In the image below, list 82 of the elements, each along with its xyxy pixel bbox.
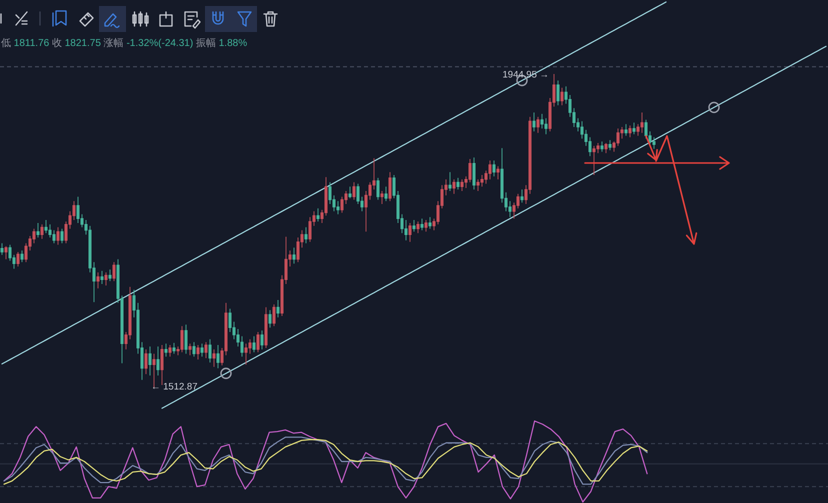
candlestick [628,125,632,138]
candlestick [412,220,416,232]
candlestick [256,332,260,353]
candlestick [252,336,256,353]
candlestick [536,116,540,134]
candlestick [640,112,644,134]
candlestick [276,300,280,318]
candlestick [544,118,548,135]
candlestick [108,269,112,282]
candlestick [472,157,476,190]
candlestick [272,304,276,327]
candlestick [292,247,296,264]
candlestick [496,166,500,180]
candlestick [532,112,536,132]
candlestick [168,344,172,358]
candlestick [148,346,152,376]
candlestick [112,262,116,282]
candlestick [408,222,412,242]
candlestick [352,182,356,200]
candlestick [388,172,392,202]
candlestick [348,186,352,199]
candlestick [560,87,564,106]
candlestick [16,252,20,267]
candlestick [196,344,200,360]
candlestick [384,186,388,202]
candlestick [460,178,464,192]
candlestick [416,221,420,234]
candlestick [600,141,604,152]
candlestick [104,272,108,286]
candlestick [180,326,184,353]
candlestick [200,343,204,358]
candlestick [96,272,100,289]
candlestick [420,218,424,231]
candlestick [192,342,196,358]
candlestick [36,222,40,238]
candlestick [40,224,44,240]
candlestick [488,160,492,180]
candlestick [480,174,484,187]
candlestick [76,196,80,224]
candlestick [624,124,628,136]
candlestick [604,142,608,154]
candlestick [592,146,596,176]
candlestick [448,172,452,192]
candlestick [188,343,192,356]
candlestick [316,208,320,222]
candlestick [476,178,480,192]
candlestick [452,178,456,194]
annotation: ← 1512.87 [151,382,198,392]
candlestick [172,342,176,354]
candlestick [160,344,164,386]
candlestick [268,310,272,328]
candlestick [260,330,264,350]
candlestick [44,220,48,234]
chart-subtitle: 低 1811.76 收 1821.75 涨幅 -1.32%(-24.31) 振幅 1.88% [1,37,248,49]
candlestick [56,226,60,246]
candlestick [492,160,496,177]
candlestick [304,226,308,244]
candlestick [556,80,560,106]
candlestick [60,228,64,244]
candlestick [164,343,168,358]
candlestick [0,242,4,256]
candlestick [608,140,612,151]
candlestick [376,177,380,200]
candlestick [212,348,216,368]
candlestick [520,189,524,203]
candlestick [100,270,104,284]
candlestick [20,250,24,263]
candlestick [144,348,148,374]
candlestick [424,220,428,232]
candlestick [244,343,248,366]
candlestick [208,338,212,363]
candlestick [264,306,268,348]
candlestick [380,190,384,204]
candlestick [4,246,8,260]
candlestick [632,122,636,135]
candlestick [216,344,220,369]
candlestick [184,324,188,354]
candlestick [456,177,460,190]
candlestick [204,342,208,359]
candlestick [152,353,156,388]
candlestick [428,216,432,230]
candlestick [156,346,160,376]
